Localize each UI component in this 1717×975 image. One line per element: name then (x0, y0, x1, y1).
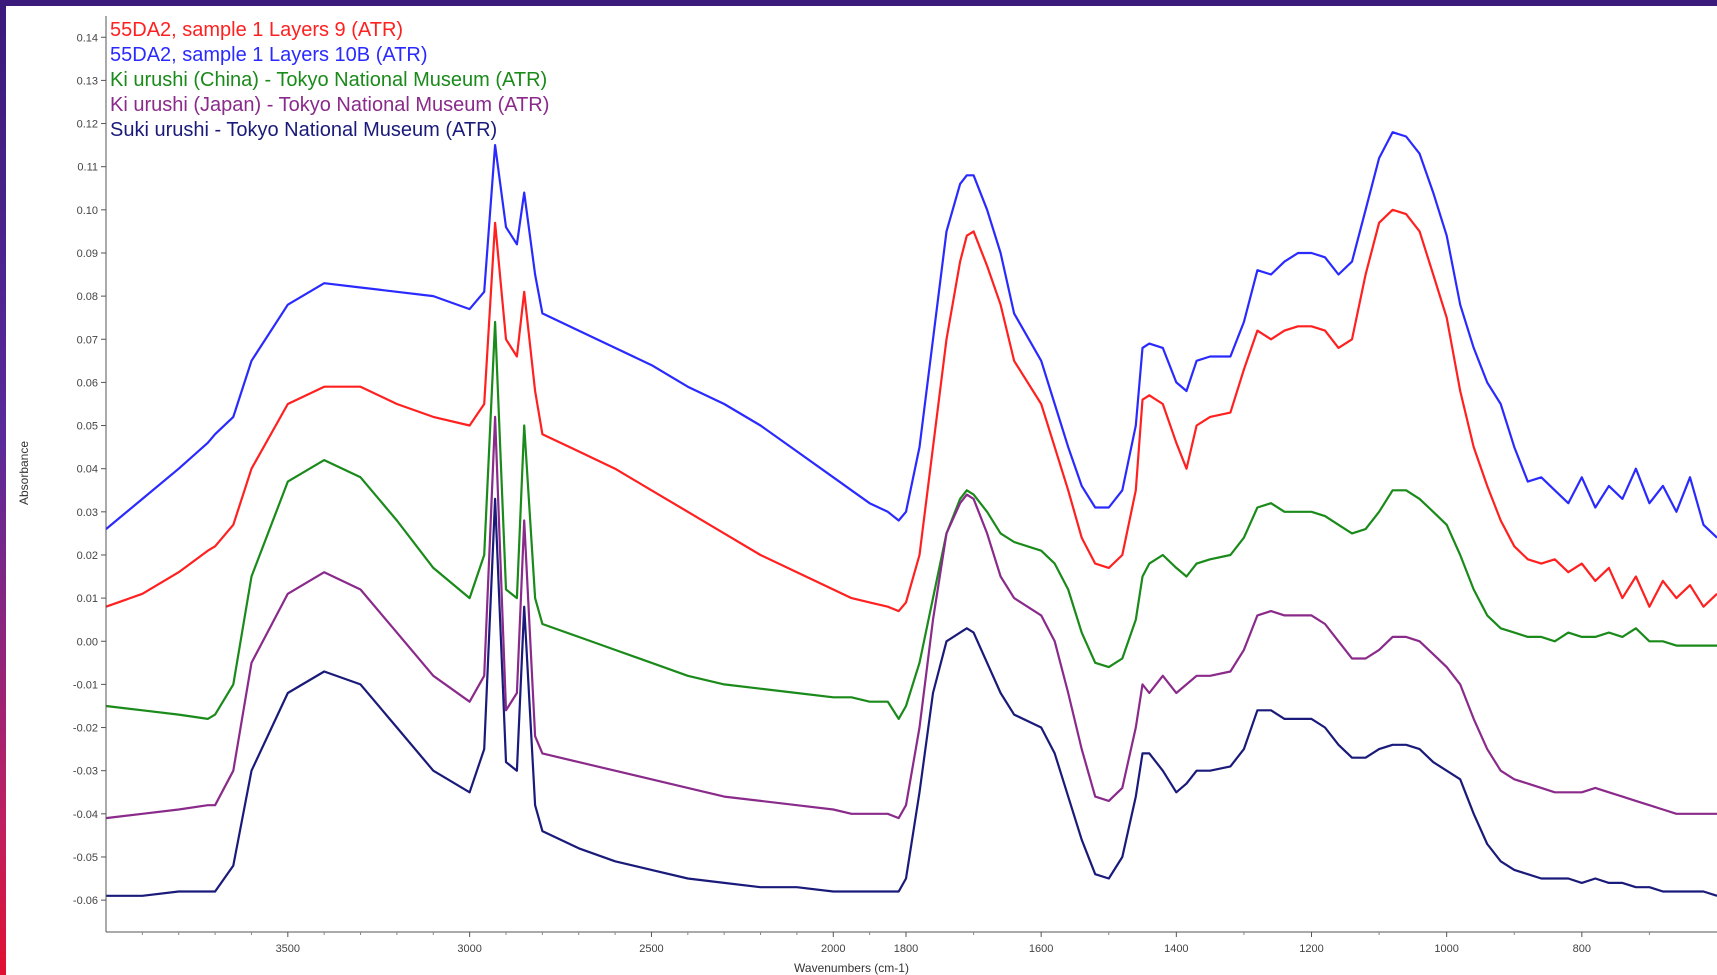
legend-entry-3: Ki urushi (China) - Tokyo National Museu… (110, 69, 547, 91)
y-tick-label: -0.01 (73, 679, 98, 691)
y-tick-label: 0.09 (77, 248, 98, 260)
legend-entry-1: 55DA2, sample 1 Layers 9 (ATR) (110, 19, 403, 41)
y-tick-label: -0.03 (73, 766, 98, 778)
x-tick-label: 1000 (1434, 943, 1458, 955)
y-tick-label: 0.03 (77, 507, 98, 519)
y-tick-label: 0.14 (77, 32, 98, 44)
x-tick-label: 1800 (894, 943, 918, 955)
legend: 55DA2, sample 1 Layers 9 (ATR) 55DA2, sam… (110, 19, 549, 141)
series-line-2 (105, 131, 1717, 539)
series-line-3 (105, 320, 1717, 720)
y-tick-label: 0.04 (77, 464, 98, 476)
y-tick-label: 0.05 (77, 421, 98, 433)
x-tick-label: 3500 (276, 943, 300, 955)
y-tick-label: 0.07 (77, 334, 98, 346)
spectrum-chart: 0.14 0.13 0.12 0.11 0.10 0.09 0.08 0.07 0.06 0.05… (6, 6, 1717, 975)
legend-entry-2: 55DA2, sample 1 Layers 10B (ATR) (110, 44, 428, 66)
x-tick-label: 1400 (1164, 943, 1188, 955)
y-tick-label: 0.01 (77, 593, 98, 605)
legend-entry-4: Ki urushi (Japan) - Tokyo National Museu… (110, 94, 549, 116)
y-tick-label: 0.06 (77, 377, 98, 389)
y-tick-label: 0.00 (77, 636, 98, 648)
legend-entry-5: Suki urushi - Tokyo National Museum (ATR… (110, 119, 497, 141)
x-tick-label: 3000 (457, 943, 481, 955)
axes-layer: 0.14 0.13 0.12 0.11 0.10 0.09 0.08 0.07 0.06 0.05… (73, 16, 1717, 955)
y-tick-label: 0.13 (77, 75, 98, 87)
y-tick-label: -0.05 (73, 852, 98, 864)
y-tick-label: 0.10 (77, 205, 98, 217)
y-tick-label: -0.04 (73, 809, 98, 821)
y-tick-label: 0.02 (77, 550, 98, 562)
series-line-1 (105, 208, 1717, 613)
x-axis-title: Wavenumbers (cm-1) (794, 961, 909, 975)
y-tick-label: 0.12 (77, 119, 98, 131)
series-line-5 (106, 497, 1717, 897)
x-tick-label: 1600 (1029, 943, 1053, 955)
series-layer (105, 131, 1717, 897)
x-tick-label: 800 (1573, 943, 1591, 955)
series-line-4 (105, 415, 1717, 820)
y-tick-label: -0.06 (73, 895, 98, 907)
y-axis-title: Absorbance (17, 441, 31, 505)
x-tick-label: 1200 (1299, 943, 1323, 955)
x-tick-label: 2000 (821, 943, 845, 955)
x-tick-label: 2500 (639, 943, 663, 955)
y-tick-label: 0.08 (77, 291, 98, 303)
y-tick-label: 0.11 (77, 162, 98, 174)
chart-svg: 0.14 0.13 0.12 0.11 0.10 0.09 0.08 0.07 0.06 0.05… (17, 16, 1717, 975)
y-tick-label: -0.02 (73, 723, 98, 735)
